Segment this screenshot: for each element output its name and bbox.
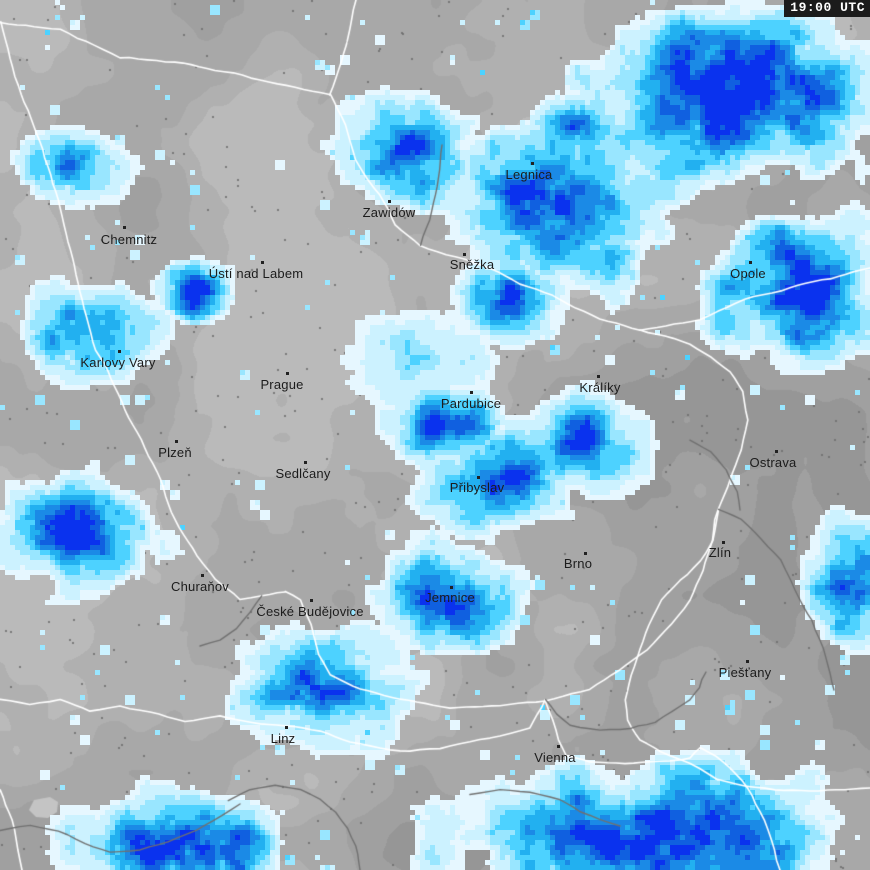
timestamp-badge: 19:00 UTC — [784, 0, 870, 17]
